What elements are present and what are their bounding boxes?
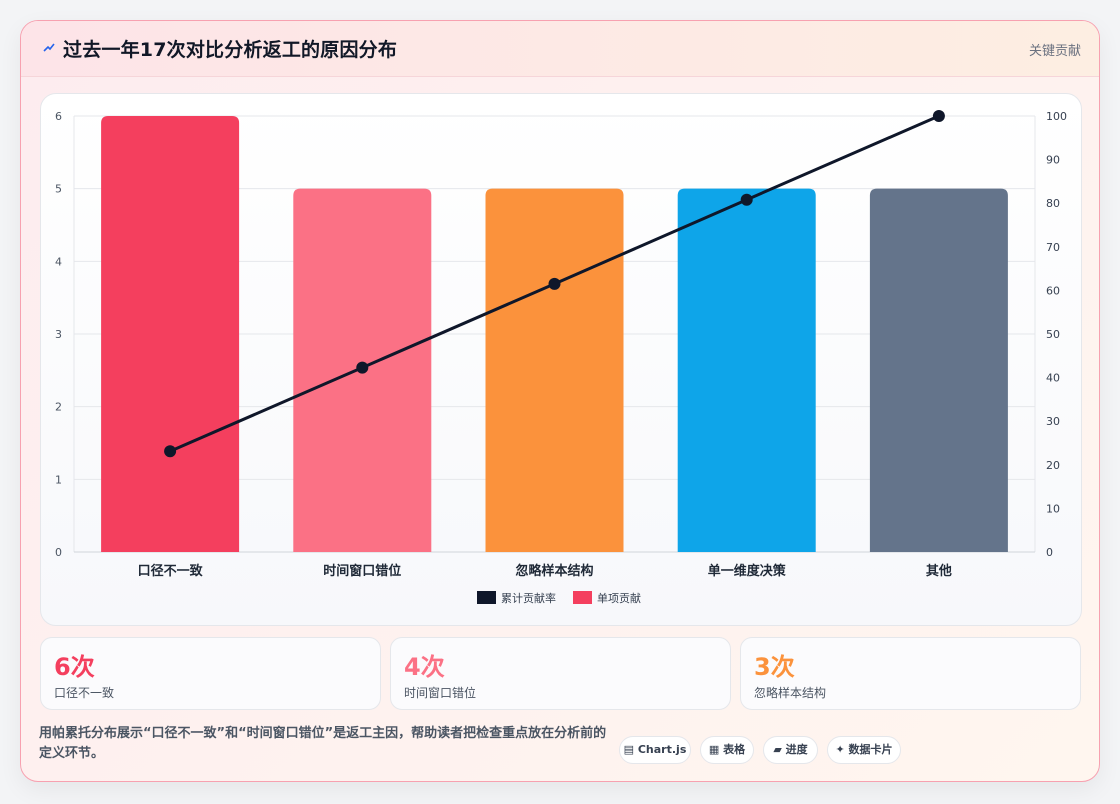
line-point-4 xyxy=(740,193,753,206)
x-tick-label: 单一维度决策 xyxy=(708,563,787,579)
badge-chartjs[interactable]: ▤ Chart.js xyxy=(619,736,691,764)
chart-panel: 0 1 2 3 4 5 6 0 10 20 30 40 50 60 70 80 90 100 口径不一致 时间窗口错位… xyxy=(40,93,1082,626)
bar-3 xyxy=(485,188,624,552)
stat-value-3: 3次 xyxy=(754,653,795,681)
stat-card-1: 6次 口径不一致 xyxy=(40,637,381,710)
card-header: 过去一年17次对比分析返工的原因分布 关键贡献 xyxy=(21,21,1099,77)
header-tag: 关键贡献 xyxy=(1028,44,1081,59)
card-icon: ✦ xyxy=(835,743,845,756)
progress-icon: ▰ xyxy=(773,743,782,756)
y2-tick-label: 0 xyxy=(1046,546,1053,559)
badge-label: 进度 xyxy=(785,743,808,756)
line-point-2 xyxy=(356,361,369,374)
legend-label-1: 累计贡献率 xyxy=(501,591,556,605)
legend-swatch-2 xyxy=(573,591,592,604)
stat-card-2: 4次 时间窗口错位 xyxy=(390,637,731,710)
stat-value-2: 4次 xyxy=(404,653,445,681)
x-tick-label: 其他 xyxy=(926,563,952,579)
page-title: 过去一年17次对比分析返工的原因分布 xyxy=(63,39,398,61)
badge-label: 数据卡片 xyxy=(848,743,893,756)
y2-tick-label: 10 xyxy=(1046,502,1060,515)
report-card: 过去一年17次对比分析返工的原因分布 关键贡献 0 1 2 3 4 5 6 0 10 20 30 40… xyxy=(20,20,1100,782)
y2-tick-label: 40 xyxy=(1046,372,1060,385)
y2-tick-label: 20 xyxy=(1046,459,1060,472)
y2-tick-label: 60 xyxy=(1046,284,1060,297)
badge-table[interactable]: ▦ 表格 xyxy=(700,736,754,764)
badge-progress[interactable]: ▰ 进度 xyxy=(763,736,818,764)
badge-data-card[interactable]: ✦ 数据卡片 xyxy=(827,736,901,764)
badge-label: Chart.js xyxy=(637,743,687,756)
legend-swatch-1 xyxy=(477,591,496,604)
stat-label-1: 口径不一致 xyxy=(54,686,115,700)
y-tick-label: 1 xyxy=(55,473,62,486)
stat-label-2: 时间窗口错位 xyxy=(404,686,477,700)
x-tick-label: 忽略样本结构 xyxy=(515,563,593,579)
badge-label: 表格 xyxy=(723,743,746,756)
chart-icon: ▤ xyxy=(623,743,635,756)
line-point-1 xyxy=(164,445,177,458)
legend-label-2: 单项贡献 xyxy=(597,591,641,605)
y-tick-label: 6 xyxy=(55,110,62,123)
lightning-icon xyxy=(43,43,55,52)
y-tick-label: 2 xyxy=(55,401,62,414)
x-tick-label: 时间窗口错位 xyxy=(323,563,401,579)
footnote: 用帕累托分布展示“口径不一致”和“时间窗口错位”是返工主因，帮助读者把检查重点放… xyxy=(39,726,607,761)
y2-tick-label: 70 xyxy=(1046,241,1060,254)
y2-tick-label: 30 xyxy=(1046,415,1060,428)
bar-4 xyxy=(677,188,816,552)
stat-label-3: 忽略样本结构 xyxy=(754,686,827,700)
bar-1 xyxy=(101,116,240,552)
y2-tick-label: 100 xyxy=(1046,110,1067,123)
line-point-5 xyxy=(932,110,945,122)
bar-5 xyxy=(869,188,1008,552)
y2-tick-label: 50 xyxy=(1046,328,1060,341)
x-tick-label: 口径不一致 xyxy=(138,563,204,579)
y2-tick-label: 80 xyxy=(1046,197,1060,210)
y-tick-label: 5 xyxy=(55,183,62,196)
table-icon: ▦ xyxy=(708,743,720,756)
stat-card-3: 3次 忽略样本结构 xyxy=(740,637,1081,710)
line-point-3 xyxy=(548,277,561,290)
y-tick-label: 0 xyxy=(55,546,62,559)
y2-tick-label: 90 xyxy=(1046,154,1060,167)
y-tick-label: 3 xyxy=(55,328,62,341)
stat-value-1: 6次 xyxy=(54,653,95,681)
y-tick-label: 4 xyxy=(55,255,62,268)
